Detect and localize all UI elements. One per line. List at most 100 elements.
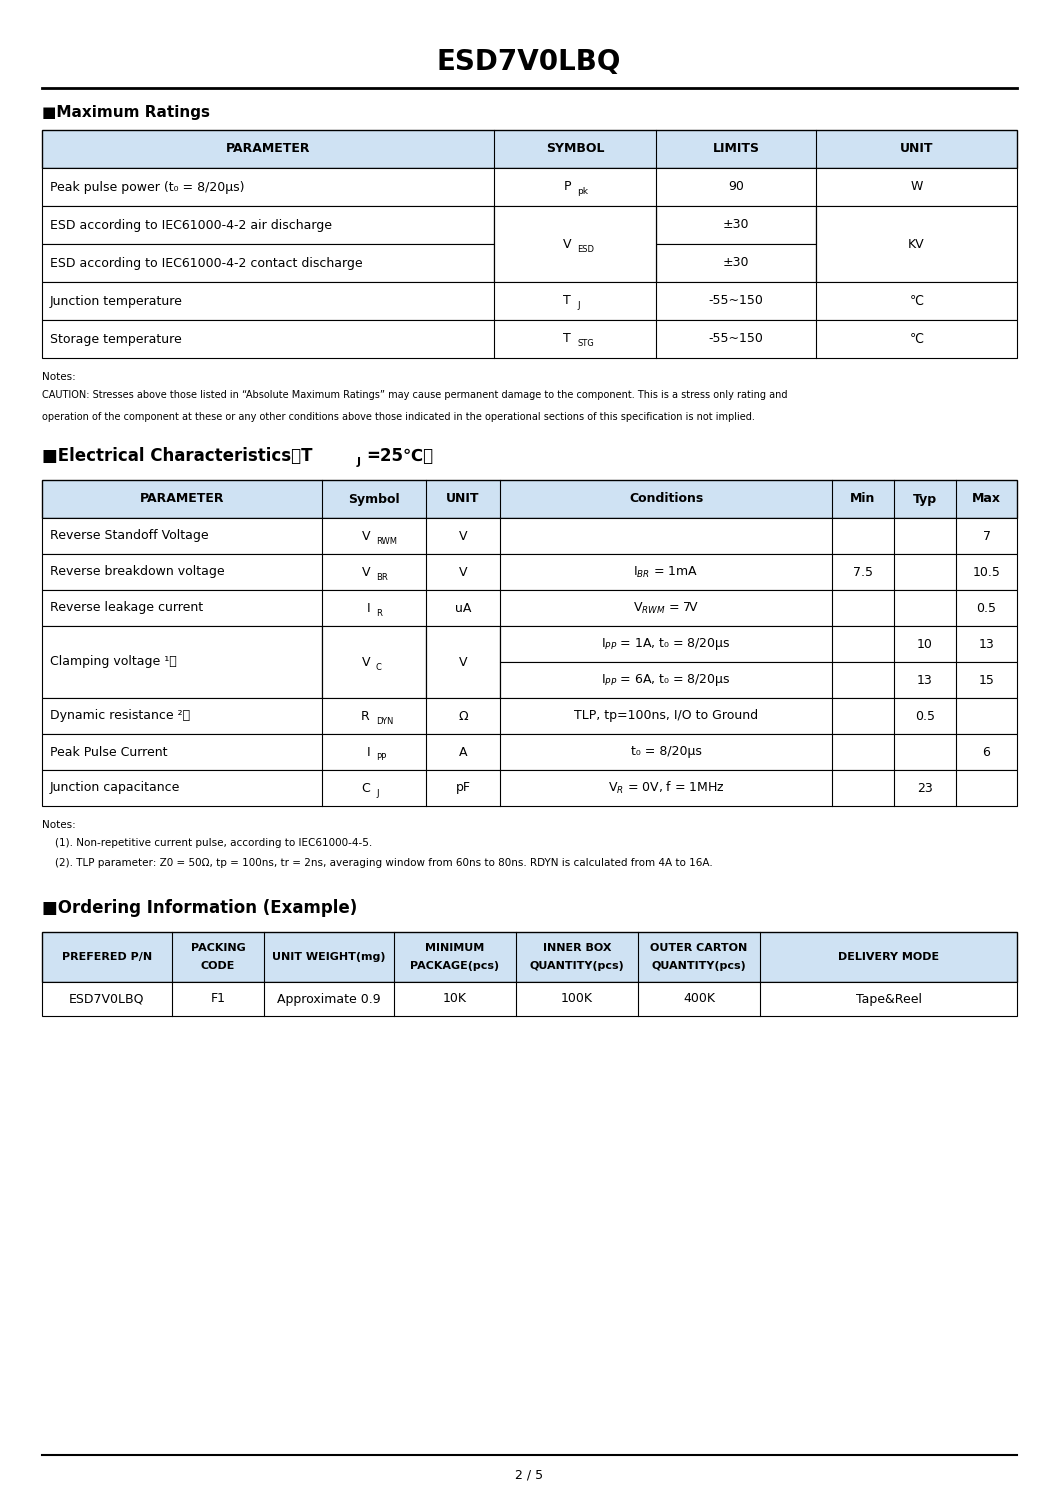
Text: C: C [376,664,382,673]
Text: ■Maximum Ratings: ■Maximum Ratings [42,105,210,120]
Text: F1: F1 [211,993,226,1005]
Text: CAUTION: Stresses above those listed in “Absolute Maximum Ratings” may cause per: CAUTION: Stresses above those listed in … [42,389,788,400]
Text: Notes:: Notes: [42,372,76,382]
Text: 13: 13 [979,638,994,650]
Text: 10: 10 [917,638,933,650]
Bar [42,168,1017,207]
Text: V: V [361,656,370,668]
Bar [42,244,493,282]
Text: ESD according to IEC61000-4-2 air discharge: ESD according to IEC61000-4-2 air discha… [50,219,333,232]
Text: Ω: Ω [459,710,468,722]
Bar [42,518,1017,554]
Text: I: I [366,602,370,614]
Text: I$_{PP}$ = 1A, t₀ = 8/20μs: I$_{PP}$ = 1A, t₀ = 8/20μs [602,637,731,652]
Bar [500,662,1017,698]
Text: operation of the component at these or any other conditions above those indicate: operation of the component at these or a… [42,412,755,422]
Text: Peak Pulse Current: Peak Pulse Current [50,746,167,758]
Bar [42,983,1017,1016]
Text: V: V [459,656,467,668]
Bar [42,626,322,698]
Text: ■Ordering Information (Example): ■Ordering Information (Example) [42,899,357,917]
Text: Reverse breakdown voltage: Reverse breakdown voltage [50,566,225,578]
Bar [42,321,1017,358]
Text: UNIT WEIGHT(mg): UNIT WEIGHT(mg) [272,953,385,962]
Text: 100K: 100K [561,993,593,1005]
Text: Dynamic resistance ²⧯: Dynamic resistance ²⧯ [50,710,191,722]
Text: 23: 23 [917,782,933,794]
Text: PARAMETER: PARAMETER [140,493,225,505]
Text: W: W [911,180,922,193]
Bar [42,282,1017,321]
Text: Max: Max [972,493,1001,505]
Bar [42,207,493,244]
Text: Min: Min [850,493,876,505]
Text: R: R [376,608,382,617]
Text: t₀ = 8/20μs: t₀ = 8/20μs [630,746,701,758]
Text: BR: BR [376,572,388,581]
Text: 6: 6 [983,746,990,758]
Text: pk: pk [577,187,588,196]
Bar [493,207,656,282]
Text: V$_R$ = 0V, f = 1MHz: V$_R$ = 0V, f = 1MHz [608,780,724,795]
Text: T: T [563,333,571,346]
Text: MINIMUM: MINIMUM [426,944,485,953]
Text: Peak pulse power (t₀ = 8/20μs): Peak pulse power (t₀ = 8/20μs) [50,180,245,193]
Text: ESD7V0LBQ: ESD7V0LBQ [69,993,145,1005]
Text: C: C [361,782,370,794]
Text: LIMITS: LIMITS [713,142,759,156]
Text: (2). TLP parameter: Z0 = 50Ω, tp = 100ns, tr = 2ns, averaging window from 60ns t: (2). TLP parameter: Z0 = 50Ω, tp = 100ns… [42,858,713,867]
Bar [656,207,816,244]
Text: Reverse Standoff Voltage: Reverse Standoff Voltage [50,529,209,542]
Text: V$_{RWM}$ = 7V: V$_{RWM}$ = 7V [633,601,699,616]
Bar [42,770,1017,806]
Text: 10K: 10K [443,993,467,1005]
Text: J: J [577,301,579,310]
Text: PARAMETER: PARAMETER [226,142,310,156]
Bar [426,626,500,698]
Text: PREFERED P/N: PREFERED P/N [61,953,152,962]
Text: J: J [357,457,361,467]
Text: 0.5: 0.5 [976,602,997,614]
Text: 2 / 5: 2 / 5 [515,1468,543,1482]
Text: Conditions: Conditions [629,493,703,505]
Text: 90: 90 [729,180,743,193]
Text: INNER BOX: INNER BOX [543,944,611,953]
Text: Junction temperature: Junction temperature [50,295,183,307]
Text: Notes:: Notes: [42,819,76,830]
Text: Symbol: Symbol [348,493,400,505]
Bar [656,244,816,282]
Text: 10.5: 10.5 [972,566,1001,578]
Text: T: T [563,295,571,307]
Text: Tape&Reel: Tape&Reel [856,993,921,1005]
Text: OUTER CARTON: OUTER CARTON [650,944,748,953]
Text: J: J [376,788,379,797]
Text: RWM: RWM [376,536,397,545]
Text: ±30: ±30 [722,219,750,232]
Text: -55~150: -55~150 [708,333,764,346]
Text: =25℃）: =25℃） [366,446,433,464]
Bar [500,626,1017,662]
Bar [322,626,426,698]
Bar [42,554,1017,590]
Text: -55~150: -55~150 [708,295,764,307]
Text: V: V [459,566,467,578]
Text: Storage temperature: Storage temperature [50,333,182,346]
Text: DELIVERY MODE: DELIVERY MODE [838,953,939,962]
Text: Reverse leakage current: Reverse leakage current [50,602,203,614]
Text: PACKING: PACKING [191,944,246,953]
Text: QUANTITY(pcs): QUANTITY(pcs) [651,962,747,971]
Text: I$_{BR}$ = 1mA: I$_{BR}$ = 1mA [633,565,699,580]
Text: ESD: ESD [577,246,594,255]
Text: QUANTITY(pcs): QUANTITY(pcs) [530,962,625,971]
Text: SYMBOL: SYMBOL [545,142,605,156]
Text: 400K: 400K [683,993,715,1005]
Bar [42,590,1017,626]
Text: PACKAGE(pcs): PACKAGE(pcs) [411,962,500,971]
Text: 13: 13 [917,674,933,686]
Text: 7.5: 7.5 [852,566,873,578]
Text: DYN: DYN [376,716,393,725]
Text: A: A [459,746,467,758]
Text: 7: 7 [983,529,990,542]
Text: uA: uA [454,602,471,614]
Text: V: V [361,566,370,578]
